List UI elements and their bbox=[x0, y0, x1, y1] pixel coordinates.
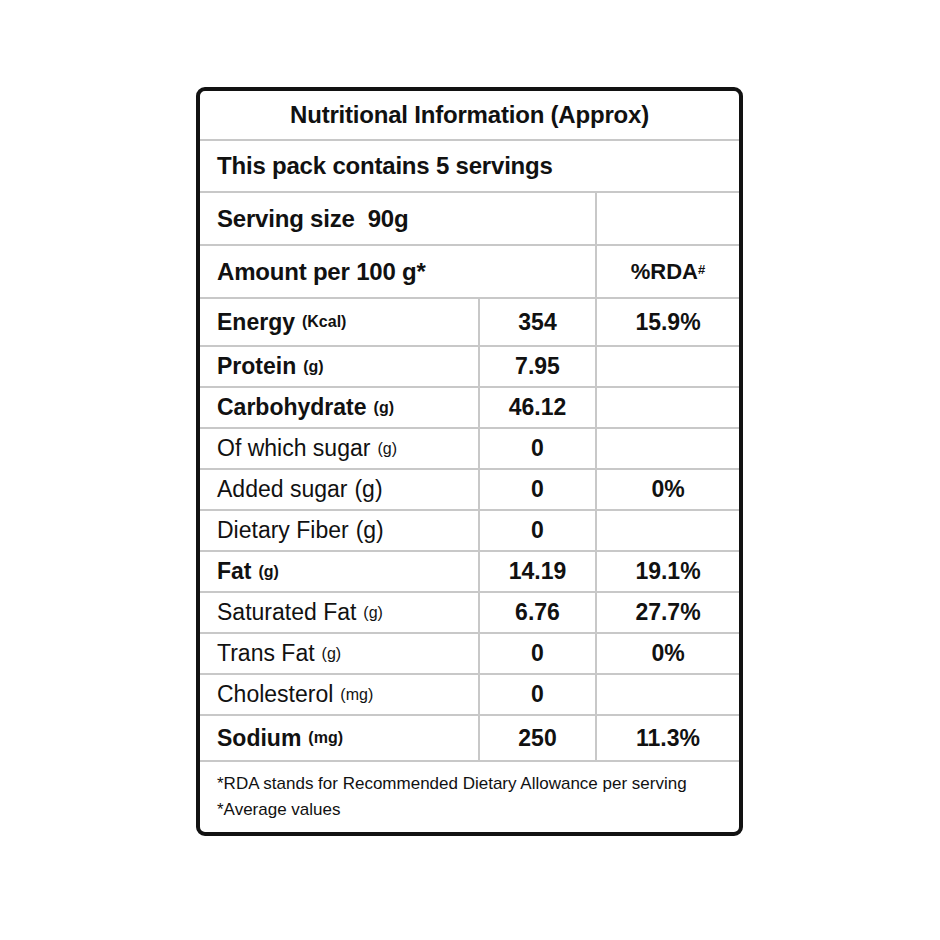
table-title-row: Nutritional Information (Approx) bbox=[200, 91, 739, 139]
servings-text: This pack contains 5 servings bbox=[217, 152, 553, 180]
servings-row: This pack contains 5 servings bbox=[200, 139, 739, 191]
nutrient-label-cell: Saturated Fat (g) bbox=[200, 593, 478, 632]
nutrient-rda-cell: 27.7% bbox=[595, 593, 739, 632]
nutrient-unit: (mg) bbox=[308, 729, 343, 747]
nutrient-rda-cell bbox=[595, 429, 739, 468]
serving-size-cell: Serving size 90g bbox=[200, 193, 595, 244]
nutrient-value-cell: 0 bbox=[478, 429, 595, 468]
serving-size-value: 90g bbox=[368, 205, 409, 233]
page: Nutritional Information (Approx) This pa… bbox=[0, 0, 940, 940]
nutrient-name: Dietary Fiber bbox=[217, 517, 349, 544]
amount-header-label: Amount per 100 g* bbox=[217, 258, 426, 286]
nutrient-label-cell: Trans Fat (g) bbox=[200, 634, 478, 673]
nutrient-unit: (mg) bbox=[340, 686, 373, 704]
serving-size-rda-cell bbox=[595, 193, 739, 244]
nutrient-label-cell: Dietary Fiber (g) bbox=[200, 511, 478, 550]
footnote-rda: *RDA stands for Recommended Dietary Allo… bbox=[217, 771, 722, 797]
table-row-carbohydrate: Carbohydrate (g) 46.12 bbox=[200, 386, 739, 427]
nutrient-value-cell: 354 bbox=[478, 299, 595, 345]
nutrient-value-cell: 0 bbox=[478, 634, 595, 673]
nutrient-label-cell: Protein (g) bbox=[200, 347, 478, 386]
nutrition-table: Nutritional Information (Approx) This pa… bbox=[196, 87, 743, 836]
table-row-of-which-sugar: Of which sugar (g) 0 bbox=[200, 427, 739, 468]
table-row-cholesterol: Cholesterol (mg) 0 bbox=[200, 673, 739, 714]
nutrient-unit: (g) bbox=[374, 399, 394, 417]
nutrient-rda-cell: 0% bbox=[595, 470, 739, 509]
nutrient-label-cell: Sodium (mg) bbox=[200, 716, 478, 760]
nutrient-value-cell: 0 bbox=[478, 675, 595, 714]
rda-header-cell: %RDA# bbox=[595, 246, 739, 297]
nutrient-label-cell: Energy (Kcal) bbox=[200, 299, 478, 345]
nutrient-value-cell: 14.19 bbox=[478, 552, 595, 591]
nutrient-rda-cell: 15.9% bbox=[595, 299, 739, 345]
nutrient-value-cell: 46.12 bbox=[478, 388, 595, 427]
nutrient-unit: (g) bbox=[356, 517, 384, 544]
table-row-protein: Protein (g) 7.95 bbox=[200, 345, 739, 386]
table-row-energy: Energy (Kcal) 354 15.9% bbox=[200, 297, 739, 345]
nutrient-rda-cell bbox=[595, 388, 739, 427]
serving-size-row: Serving size 90g bbox=[200, 191, 739, 244]
nutrient-name: Trans Fat bbox=[217, 640, 315, 667]
nutrient-name: Protein bbox=[217, 353, 296, 380]
rda-header-label: %RDA bbox=[631, 259, 698, 285]
footnote-average: *Average values bbox=[217, 797, 722, 823]
table-row-saturated-fat: Saturated Fat (g) 6.76 27.7% bbox=[200, 591, 739, 632]
nutrient-rda-cell: 0% bbox=[595, 634, 739, 673]
nutrient-unit: (g) bbox=[377, 440, 397, 458]
nutrient-label-cell: Carbohydrate (g) bbox=[200, 388, 478, 427]
nutrient-rda-cell bbox=[595, 675, 739, 714]
nutrient-label-cell: Of which sugar (g) bbox=[200, 429, 478, 468]
nutrient-name: Energy bbox=[217, 309, 295, 336]
nutrient-unit: (Kcal) bbox=[302, 313, 346, 331]
nutrient-unit: (g) bbox=[354, 476, 382, 503]
table-row-fat: Fat (g) 14.19 19.1% bbox=[200, 550, 739, 591]
nutrient-label-cell: Fat (g) bbox=[200, 552, 478, 591]
nutrient-value-cell: 6.76 bbox=[478, 593, 595, 632]
nutrient-label-cell: Cholesterol (mg) bbox=[200, 675, 478, 714]
nutrient-label-cell: Added sugar (g) bbox=[200, 470, 478, 509]
nutrient-value-cell: 250 bbox=[478, 716, 595, 760]
table-title: Nutritional Information (Approx) bbox=[290, 101, 649, 129]
nutrient-rda-cell bbox=[595, 347, 739, 386]
nutrient-rda-cell: 11.3% bbox=[595, 716, 739, 760]
nutrient-value-cell: 0 bbox=[478, 470, 595, 509]
nutrient-name: Saturated Fat bbox=[217, 599, 356, 626]
nutrient-unit: (g) bbox=[363, 604, 383, 622]
nutrient-value-cell: 0 bbox=[478, 511, 595, 550]
nutrient-name: Fat bbox=[217, 558, 252, 585]
nutrient-unit: (g) bbox=[303, 358, 323, 376]
nutrient-rda-cell: 19.1% bbox=[595, 552, 739, 591]
table-row-dietary-fiber: Dietary Fiber (g) 0 bbox=[200, 509, 739, 550]
nutrient-name: Added sugar bbox=[217, 476, 347, 503]
table-row-trans-fat: Trans Fat (g) 0 0% bbox=[200, 632, 739, 673]
table-row-sodium: Sodium (mg) 250 11.3% bbox=[200, 714, 739, 760]
footnotes-section: *RDA stands for Recommended Dietary Allo… bbox=[200, 760, 739, 832]
nutrient-name: Carbohydrate bbox=[217, 394, 367, 421]
nutrient-unit: (g) bbox=[322, 645, 342, 663]
amount-header-cell: Amount per 100 g* bbox=[200, 246, 595, 297]
nutrient-rda-cell bbox=[595, 511, 739, 550]
nutrient-name: Of which sugar bbox=[217, 435, 370, 462]
serving-size-label: Serving size bbox=[217, 205, 355, 233]
nutrient-value-cell: 7.95 bbox=[478, 347, 595, 386]
nutrient-name: Cholesterol bbox=[217, 681, 333, 708]
nutrient-unit: (g) bbox=[259, 563, 279, 581]
amount-header-row: Amount per 100 g* %RDA# bbox=[200, 244, 739, 297]
nutrient-name: Sodium bbox=[217, 725, 301, 752]
table-row-added-sugar: Added sugar (g) 0 0% bbox=[200, 468, 739, 509]
